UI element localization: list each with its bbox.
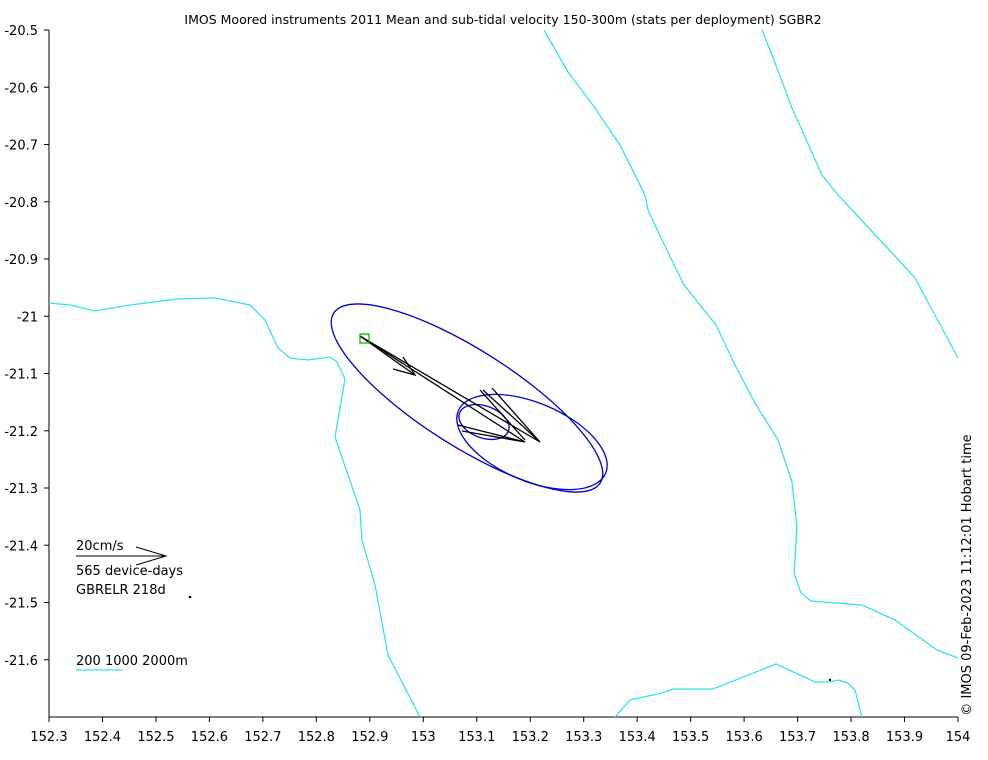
velocity-arrows <box>359 335 541 443</box>
x-tick-label: 153.3 <box>565 730 602 745</box>
x-tick-label: 153.9 <box>886 730 923 745</box>
x-axis-ticks: 152.3 152.4 152.5 152.6 152.7 152.8 152.9 153 15… <box>30 717 970 745</box>
y-tick-label: -21.3 <box>4 482 38 497</box>
x-tick-label: 152.4 <box>84 730 121 745</box>
velocity-arrow <box>359 335 526 443</box>
contour-1000m <box>543 29 959 659</box>
x-tick-label: 153 <box>411 730 436 745</box>
x-tick-label: 153.5 <box>672 730 709 745</box>
mooring-marker <box>359 333 370 344</box>
legend-site: GBRELR 218d <box>76 583 166 598</box>
x-tick-label: 152.8 <box>298 730 335 745</box>
x-tick-label: 154 <box>946 730 971 745</box>
ellipse-secondary <box>456 393 608 491</box>
velocity-arrow <box>479 389 526 441</box>
legend-bathymetry-label: 200 1000 2000m <box>76 654 188 669</box>
legend-scale-arrow-head <box>135 546 168 566</box>
x-tick-label: 153.8 <box>832 730 869 745</box>
y-tick-label: -21.2 <box>4 425 38 440</box>
legend-device-days: 565 device-days <box>76 564 183 579</box>
ellipse-main <box>330 303 604 493</box>
map-title: IMOS Moored instruments 2011 Mean and su… <box>184 12 821 27</box>
velocity-arrow-head <box>392 356 417 377</box>
y-tick-label: -21.5 <box>4 597 38 612</box>
x-tick-label: 152.5 <box>137 730 174 745</box>
variance-ellipses <box>330 303 608 493</box>
y-tick-label: -21.1 <box>4 368 38 383</box>
contour-2000m <box>761 29 959 359</box>
y-tick-label: -20.6 <box>4 81 38 96</box>
x-tick-label: 153.7 <box>779 730 816 745</box>
island-marker <box>828 678 832 682</box>
bathymetry-contours <box>48 29 959 718</box>
x-tick-label: 152.9 <box>351 730 388 745</box>
x-tick-label: 153.6 <box>726 730 763 745</box>
velocity-arrow <box>359 335 416 376</box>
y-tick-label: -20.7 <box>4 139 38 154</box>
contour-south <box>614 663 863 718</box>
y-tick-label: -20.9 <box>4 253 38 268</box>
legend: 20cm/s 565 device-days GBRELR 218d 200 1… <box>76 539 188 671</box>
velocity-arrow <box>359 335 541 443</box>
x-tick-label: 152.6 <box>191 730 228 745</box>
contour-200m <box>48 297 421 718</box>
y-tick-label: -21.6 <box>4 654 38 669</box>
x-tick-label: 152.7 <box>244 730 281 745</box>
legend-scale-label: 20cm/s <box>76 539 124 554</box>
plot-area <box>48 30 958 718</box>
island-marker <box>188 595 192 599</box>
x-tick-label: 153.4 <box>619 730 656 745</box>
y-tick-label: -21 <box>17 310 38 325</box>
x-tick-label: 152.3 <box>30 730 67 745</box>
x-tick-label: 153.2 <box>512 730 549 745</box>
velocity-arrow-head <box>457 424 526 443</box>
copyright-text: © IMOS 09-Feb-2023 11:12:01 Hobart time <box>960 434 975 715</box>
y-tick-label: -20.8 <box>4 196 38 211</box>
x-tick-label: 153.1 <box>458 730 495 745</box>
y-tick-label: -21.4 <box>4 539 38 554</box>
velocity-arrow-head <box>482 387 541 443</box>
y-axis-ticks: -20.5 -20.6 -20.7 -20.8 -20.9 -21 -21.1 -21.2 -2… <box>4 24 49 669</box>
y-tick-label: -20.5 <box>4 24 38 39</box>
